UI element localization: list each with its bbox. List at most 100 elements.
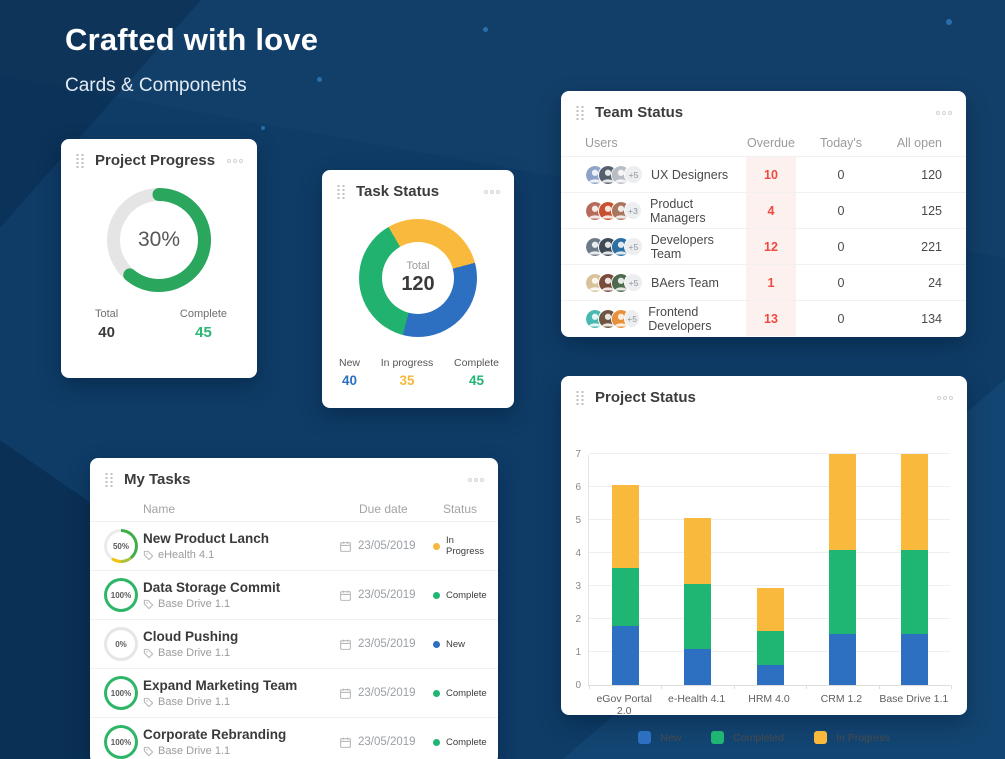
drag-handle-icon[interactable] bbox=[76, 153, 84, 168]
task-name: Corporate Rebranding bbox=[143, 727, 287, 742]
more-menu-icon[interactable] bbox=[936, 110, 952, 115]
table-row[interactable]: +5 UX Designers 10 0 120 bbox=[561, 156, 966, 192]
table-row[interactable]: +3 Product Managers 4 0 125 bbox=[561, 192, 966, 228]
gridline bbox=[589, 552, 950, 553]
gridline bbox=[589, 585, 950, 586]
legend-label: Completed bbox=[733, 731, 785, 744]
col-todays: Today's bbox=[820, 136, 862, 150]
list-item[interactable]: 100% Corporate Rebranding Base Drive 1.1 … bbox=[90, 717, 498, 759]
team-name: Product Managers bbox=[649, 196, 706, 225]
team-users-cell: +5 Developers Team bbox=[585, 233, 746, 261]
list-item[interactable]: 100% Data Storage Commit Base Drive 1.1 2… bbox=[90, 570, 498, 619]
task-progress-ring: 100% bbox=[104, 578, 138, 612]
bar bbox=[901, 454, 929, 685]
bg-dot bbox=[261, 126, 265, 130]
table-row[interactable]: +5 Frontend Developers 13 0 134 bbox=[561, 300, 966, 336]
stat-value: 45 bbox=[195, 324, 212, 341]
x-axis-category-label: CRM 1.2 bbox=[820, 693, 863, 705]
task-status-card: Task Status Total 120 New 40 In progress 35… bbox=[322, 170, 514, 408]
team-table-header: Users Overdue Today's All open bbox=[561, 130, 966, 156]
task-name: Data Storage Commit bbox=[143, 580, 281, 595]
todays-value: 0 bbox=[837, 275, 845, 290]
page-subtitle: Cards & Components bbox=[65, 75, 247, 96]
col-status: Status bbox=[442, 502, 477, 516]
task-status: Complete bbox=[433, 737, 487, 748]
more-menu-icon[interactable] bbox=[468, 477, 484, 482]
col-users: Users bbox=[585, 136, 618, 150]
overdue-value: 10 bbox=[746, 157, 796, 192]
my-tasks-card: My Tasks Name Due date Status 50% New Pro… bbox=[90, 458, 498, 759]
tasks-table-body: 50% New Product Lanch eHealth 4.1 23/05/2… bbox=[90, 521, 498, 759]
x-axis-category-label: eGov Portal 2.0 bbox=[596, 693, 652, 717]
avatar-more-badge: +3 bbox=[624, 201, 642, 220]
bar-segment-new bbox=[901, 633, 929, 685]
more-menu-icon[interactable] bbox=[937, 395, 953, 400]
card-title: Project Progress bbox=[95, 152, 216, 169]
task-due-date: 23/05/2019 bbox=[339, 589, 433, 602]
bar-segment-in-progress bbox=[756, 587, 784, 631]
gridline bbox=[589, 519, 950, 520]
progress-donut-chart: 30% bbox=[107, 188, 211, 292]
card-title: Project Status bbox=[595, 389, 696, 406]
donut-center-label: Total bbox=[406, 260, 430, 272]
task-name: Expand Marketing Team bbox=[143, 678, 298, 693]
task-project: eHealth 4.1 bbox=[143, 549, 339, 561]
bar-segment-new bbox=[756, 665, 784, 685]
task-progress-ring: 50% bbox=[104, 529, 138, 563]
task-due-date: 23/05/2019 bbox=[339, 687, 433, 700]
bar-segment-new bbox=[611, 625, 639, 685]
x-axis-tick bbox=[951, 685, 952, 689]
task-progress-percent: 100% bbox=[107, 679, 135, 707]
bar bbox=[611, 485, 639, 685]
bar-segment-in-progress bbox=[611, 485, 639, 568]
team-users-cell: +5 UX Designers bbox=[585, 164, 746, 185]
y-axis-label: 7 bbox=[575, 449, 581, 460]
calendar-icon bbox=[339, 687, 352, 700]
status-dot bbox=[433, 689, 440, 697]
due-date-value: 23/05/2019 bbox=[358, 687, 416, 699]
team-users-cell: +3 Product Managers bbox=[585, 197, 746, 225]
task-status-donut-chart: Total 120 bbox=[359, 219, 477, 337]
more-menu-icon[interactable] bbox=[484, 189, 500, 194]
drag-handle-icon[interactable] bbox=[576, 105, 584, 120]
due-date-value: 23/05/2019 bbox=[358, 736, 416, 748]
bar-segment-in-progress bbox=[901, 454, 929, 550]
todays-value: 0 bbox=[837, 203, 845, 218]
drag-handle-icon[interactable] bbox=[337, 184, 345, 199]
gridline bbox=[589, 486, 950, 487]
bar-chart-legend: New Completed In Progress bbox=[561, 731, 967, 744]
avatar-more-badge: +5 bbox=[624, 309, 641, 328]
drag-handle-icon[interactable] bbox=[576, 390, 584, 405]
card-title: Team Status bbox=[595, 104, 684, 121]
bg-dot bbox=[317, 77, 322, 82]
list-item[interactable]: 50% New Product Lanch eHealth 4.1 23/05/2… bbox=[90, 521, 498, 570]
todays-value: 0 bbox=[837, 311, 845, 326]
todays-value: 0 bbox=[837, 239, 845, 254]
status-dot bbox=[433, 542, 440, 550]
task-name-cell: Cloud Pushing Base Drive 1.1 bbox=[138, 629, 339, 659]
tag-icon bbox=[143, 746, 154, 757]
table-row[interactable]: +5 Developers Team 12 0 221 bbox=[561, 228, 966, 264]
todays-value: 0 bbox=[837, 167, 845, 182]
donut-legend-item: In progress 35 bbox=[381, 357, 434, 388]
bg-dot bbox=[946, 19, 952, 25]
due-date-value: 23/05/2019 bbox=[358, 589, 416, 601]
more-menu-icon[interactable] bbox=[227, 158, 243, 163]
task-progress-percent: 100% bbox=[107, 728, 135, 756]
bar-segment-new bbox=[828, 633, 856, 685]
drag-handle-icon[interactable] bbox=[105, 472, 113, 487]
team-name: Developers Team bbox=[650, 232, 714, 261]
y-axis-label: 6 bbox=[575, 482, 581, 493]
status-dot bbox=[433, 738, 440, 746]
task-project-label: Base Drive 1.1 bbox=[158, 647, 231, 659]
donut-legend-item: Complete 45 bbox=[454, 357, 499, 388]
list-item[interactable]: 100% Expand Marketing Team Base Drive 1.1… bbox=[90, 668, 498, 717]
table-row[interactable]: +5 BAers Team 1 0 24 bbox=[561, 264, 966, 300]
task-project: Base Drive 1.1 bbox=[143, 696, 339, 708]
task-status: Complete bbox=[433, 590, 487, 601]
due-date-value: 23/05/2019 bbox=[358, 540, 416, 552]
x-axis-category-label: e-Health 4.1 bbox=[667, 693, 726, 705]
card-title: Task Status bbox=[356, 183, 440, 200]
list-item[interactable]: 0% Cloud Pushing Base Drive 1.1 23/05/201… bbox=[90, 619, 498, 668]
